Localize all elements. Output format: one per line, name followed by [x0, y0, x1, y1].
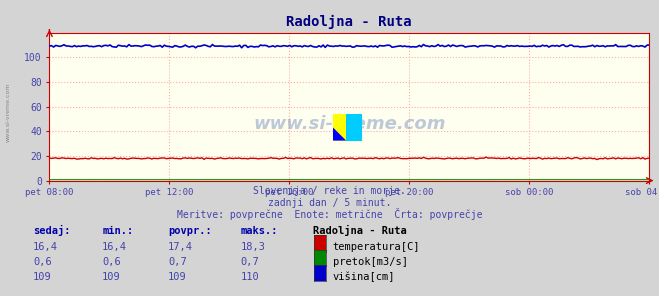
- Text: višina[cm]: višina[cm]: [333, 271, 395, 282]
- Text: min.:: min.:: [102, 226, 133, 236]
- Polygon shape: [346, 114, 362, 141]
- Text: Meritve: povprečne  Enote: metrične  Črta: povprečje: Meritve: povprečne Enote: metrične Črta:…: [177, 207, 482, 220]
- Text: 17,4: 17,4: [168, 242, 193, 252]
- Text: sedaj:: sedaj:: [33, 225, 71, 236]
- Text: maks.:: maks.:: [241, 226, 278, 236]
- Text: Radoljna - Ruta: Radoljna - Ruta: [313, 225, 407, 236]
- Text: www.si-vreme.com: www.si-vreme.com: [253, 115, 445, 133]
- Text: 109: 109: [168, 272, 186, 282]
- Text: povpr.:: povpr.:: [168, 226, 212, 236]
- Text: 0,7: 0,7: [241, 257, 259, 267]
- Text: www.si-vreme.com: www.si-vreme.com: [5, 83, 11, 142]
- Text: 0,7: 0,7: [168, 257, 186, 267]
- Text: 0,6: 0,6: [102, 257, 121, 267]
- Text: pretok[m3/s]: pretok[m3/s]: [333, 257, 408, 267]
- Text: Slovenija / reke in morje.: Slovenija / reke in morje.: [253, 186, 406, 196]
- Title: Radoljna - Ruta: Radoljna - Ruta: [287, 15, 412, 29]
- Text: 16,4: 16,4: [102, 242, 127, 252]
- Text: 109: 109: [33, 272, 51, 282]
- Text: 110: 110: [241, 272, 259, 282]
- Text: 109: 109: [102, 272, 121, 282]
- Text: 0,6: 0,6: [33, 257, 51, 267]
- Text: zadnji dan / 5 minut.: zadnji dan / 5 minut.: [268, 198, 391, 208]
- Text: 18,3: 18,3: [241, 242, 266, 252]
- Text: temperatura[C]: temperatura[C]: [333, 242, 420, 252]
- Polygon shape: [333, 127, 346, 141]
- Text: 16,4: 16,4: [33, 242, 58, 252]
